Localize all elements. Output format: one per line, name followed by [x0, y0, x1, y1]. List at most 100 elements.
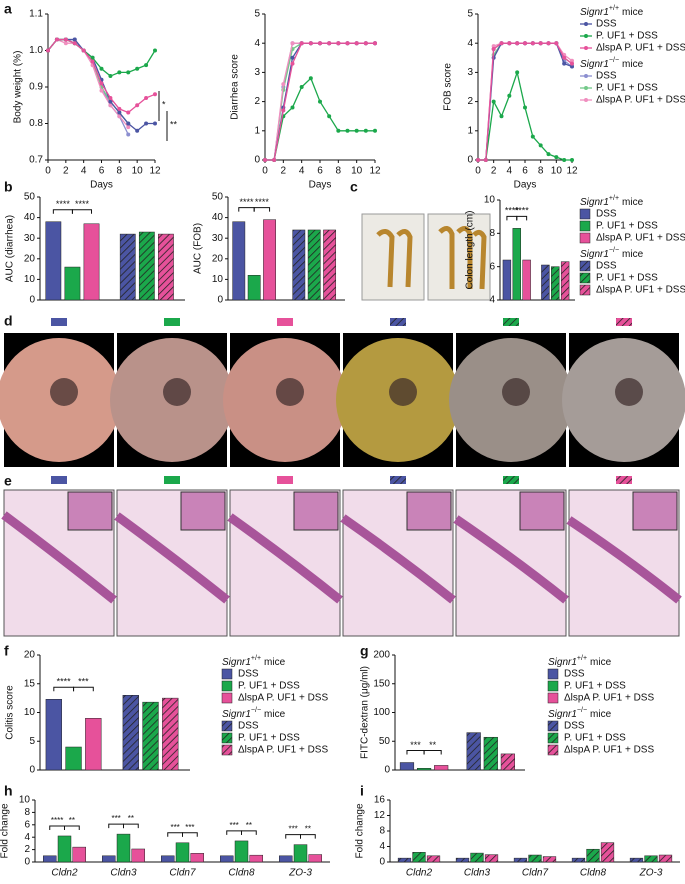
significance-label: *** [288, 825, 297, 834]
bar [45, 699, 62, 771]
y-tick-label: 8 [24, 807, 30, 818]
point [135, 128, 140, 133]
significance-bracket [73, 686, 94, 692]
point [281, 108, 286, 113]
point [554, 41, 559, 46]
point [523, 41, 527, 46]
point [483, 158, 488, 162]
y-tick-label: 3 [254, 67, 260, 78]
y-tick-label: 2 [24, 844, 30, 855]
panel-label: a [4, 1, 12, 17]
bar [307, 229, 321, 301]
point [290, 55, 295, 60]
legend-label: ΔlspA P. UF1 + DSS [238, 693, 328, 704]
significance-bracket [71, 209, 93, 214]
bar [122, 695, 139, 771]
point [327, 41, 332, 46]
point [135, 66, 140, 71]
y-tick-label: 40 [212, 212, 224, 223]
legend-swatch [579, 272, 591, 284]
group-swatch [503, 318, 519, 326]
lumen [163, 378, 191, 406]
y-axis-label: Body weight (%) [13, 51, 24, 124]
x-tick-label: 6 [317, 166, 323, 177]
bar [466, 732, 481, 771]
point [108, 74, 113, 79]
legend-swatch [221, 744, 233, 756]
legend-title: Signr1−/− mice [580, 247, 644, 259]
point [373, 41, 377, 46]
legend-label: DSS [564, 721, 585, 732]
point [318, 41, 322, 46]
x-tick-label: 8 [336, 166, 342, 177]
y-tick-label: 50 [379, 736, 391, 747]
inset [632, 491, 678, 531]
legend-swatch [221, 668, 233, 680]
legend-swatch [221, 692, 233, 704]
legend-swatch [221, 680, 233, 692]
point [562, 55, 567, 60]
significance-label: **** [51, 816, 63, 825]
point [46, 48, 50, 53]
bar [484, 854, 499, 863]
legend-label: ΔlspA P. UF1 + DSS [238, 745, 328, 756]
point [373, 128, 377, 133]
series-line [47, 38, 129, 124]
legend-title: Signr1+/+ mice [580, 5, 644, 17]
legend-label: P. UF1 + DSS [596, 31, 658, 42]
point [515, 70, 520, 75]
axis [477, 14, 572, 161]
bar [397, 857, 412, 863]
x-tick-label: 2 [281, 166, 287, 177]
y-tick-label: 16 [374, 795, 386, 806]
point [554, 155, 559, 160]
group-swatch [503, 476, 519, 484]
legend-title-gene: Signr1 [548, 709, 577, 720]
legend-label: ΔlspA P. UF1 + DSS [564, 693, 654, 704]
legend-title-genotype: +/+ [251, 655, 261, 662]
y-tick-label: 1 [467, 125, 473, 136]
point [144, 63, 149, 68]
x-tick-label: 0 [262, 166, 268, 177]
legend-title-gene: Signr1 [222, 709, 251, 720]
point [90, 55, 95, 60]
point [546, 152, 551, 157]
legend-label: ΔlspA P. UF1 + DSS [596, 43, 685, 54]
axis [394, 655, 525, 771]
point [299, 41, 304, 46]
legend-title-genotype: +/+ [609, 195, 619, 202]
legend-title-gene: Signr1 [580, 197, 609, 208]
legend-title-suffix: mice [622, 249, 644, 260]
legend-title-genotype: +/+ [609, 5, 619, 12]
significance-label: *** [170, 823, 179, 832]
legend-label: P. UF1 + DSS [596, 221, 658, 232]
legend-title-genotype: −/− [609, 57, 619, 64]
legend-swatch [547, 732, 559, 744]
y-tick-label: 30 [212, 233, 224, 244]
point [354, 41, 359, 46]
legend-title-suffix: mice [590, 709, 612, 720]
legend-label: P. UF1 + DSS [596, 83, 658, 94]
legend-swatch [547, 680, 559, 692]
y-tick-label: 50 [24, 192, 36, 203]
y-axis-label: AUC (FOB) [193, 223, 204, 274]
x-tick-label: 8 [538, 166, 544, 177]
y-tick-label: 8 [379, 826, 385, 837]
x-tick-label: 6 [522, 166, 528, 177]
x-tick-label: ZO-3 [288, 868, 312, 879]
significance-bracket [53, 686, 75, 692]
x-tick-label: 10 [551, 166, 563, 177]
y-tick-label: 200 [373, 650, 390, 661]
point [491, 44, 496, 49]
point [345, 41, 350, 46]
tissue [1, 511, 117, 604]
x-tick-label: 10 [351, 166, 363, 177]
legend-title: Signr1+/+ mice [548, 655, 612, 667]
x-tick-label: ZO-3 [639, 868, 663, 879]
point [144, 95, 149, 100]
bar [220, 855, 234, 863]
legend-label: P. UF1 + DSS [596, 273, 658, 284]
y-tick-label: 3 [467, 67, 473, 78]
legend-label: P. UF1 + DSS [238, 681, 300, 692]
